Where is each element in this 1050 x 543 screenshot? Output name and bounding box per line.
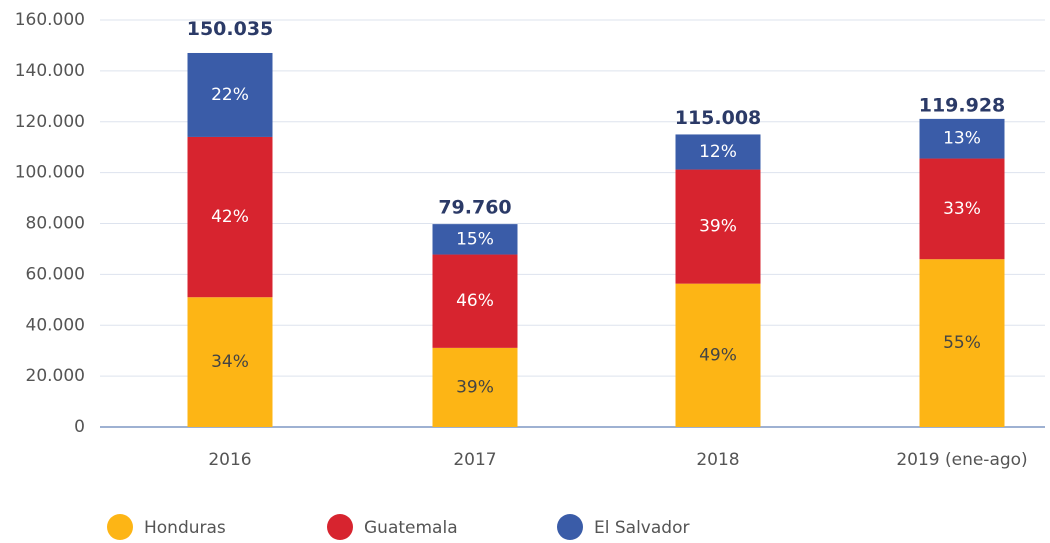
y-tick-label: 40.000 [26, 315, 85, 335]
segment-label: 33% [943, 199, 981, 219]
x-tick-label: 2019 (ene-ago) [896, 450, 1027, 470]
y-tick-label: 100.000 [15, 163, 85, 183]
y-tick-label: 0 [74, 417, 85, 437]
bar-segment [919, 118, 1005, 159]
legend-label: Guatemala [364, 518, 458, 538]
x-tick-label: 2016 [208, 450, 251, 470]
segment-label: 42% [211, 207, 249, 227]
segment-label: 22% [211, 85, 249, 105]
bar-segment [187, 52, 273, 137]
bar-segment [675, 134, 761, 170]
bar-segment [432, 224, 518, 255]
y-tick-label: 160.000 [15, 10, 85, 30]
segment-label: 55% [943, 333, 981, 353]
bar-segment [675, 169, 761, 284]
total-label: 115.008 [675, 107, 762, 129]
segment-label: 15% [456, 229, 494, 249]
y-tick-label: 120.000 [15, 112, 85, 132]
y-tick-label: 80.000 [26, 214, 85, 234]
legend-swatch [327, 514, 353, 540]
total-label: 119.928 [919, 94, 1006, 116]
y-tick-label: 20.000 [26, 366, 85, 386]
y-tick-label: 140.000 [15, 61, 85, 81]
segment-label: 46% [456, 291, 494, 311]
total-label: 79.760 [438, 197, 511, 219]
legend-swatch [557, 514, 583, 540]
segment-label: 13% [943, 129, 981, 149]
segment-label: 34% [211, 352, 249, 372]
segment-label: 39% [699, 217, 737, 237]
x-tick-label: 2017 [453, 450, 496, 470]
bar-segment [919, 158, 1005, 260]
y-tick-label: 60.000 [26, 264, 85, 284]
segment-label: 12% [699, 142, 737, 162]
bar-segment [675, 283, 761, 427]
legend-label: El Salvador [594, 518, 689, 538]
bar-segment [432, 347, 518, 427]
x-tick-label: 2018 [696, 450, 739, 470]
bar-segment [919, 259, 1005, 427]
total-label: 150.035 [187, 18, 274, 40]
segment-label: 39% [456, 377, 494, 397]
bar-segment [187, 297, 273, 427]
bar-segment [187, 136, 273, 298]
segment-label: 49% [699, 345, 737, 365]
legend-label: Honduras [144, 518, 226, 538]
legend-swatch [107, 514, 133, 540]
bar-segment [432, 254, 518, 348]
